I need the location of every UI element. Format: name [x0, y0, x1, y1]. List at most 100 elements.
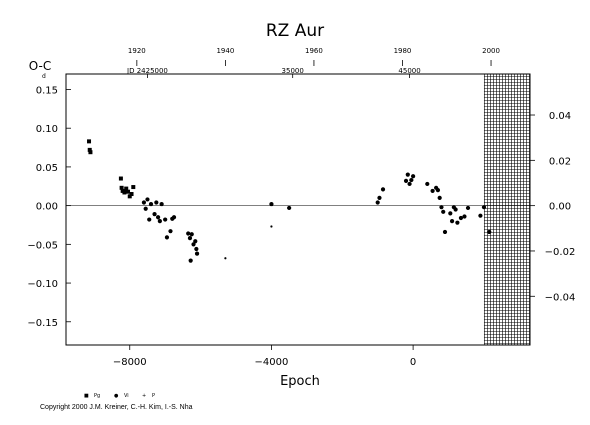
data-point-vi: [152, 212, 157, 217]
data-point-vi: [411, 174, 416, 179]
y-tick-label: −0.15: [27, 318, 58, 329]
data-point-vi: [141, 200, 147, 205]
data-point-pg: [122, 190, 127, 195]
x-tick-label: 0: [410, 357, 416, 368]
plot-frame: [65, 73, 531, 346]
data-point-vi: [145, 197, 150, 202]
legend: ■ Pg ● Vi + P: [84, 393, 155, 399]
data-point-pg: [119, 185, 124, 190]
copyright-notice: Copyright 2000 J.M. Kreiner, C.-H. Kim, …: [40, 404, 193, 411]
data-point-vi: [458, 215, 464, 221]
year-tick-label: 1920: [128, 47, 146, 55]
x-tick-label: −8000: [113, 357, 147, 368]
data-point-pg: [87, 147, 92, 152]
year-tick-label: 2000: [482, 47, 500, 55]
data-point-vi: [435, 188, 441, 193]
data-point-vi: [442, 229, 448, 235]
x-tick-label: −4000: [255, 357, 289, 368]
y-tick-label: −0.05: [27, 240, 58, 251]
right-y-tick-label: −0.02: [545, 247, 576, 258]
data-point-vi: [155, 215, 161, 220]
data-point-vi: [194, 246, 199, 252]
data-point-vi: [159, 201, 164, 207]
y-tick-label: 0.15: [36, 85, 58, 96]
data-point-vi: [448, 211, 453, 216]
data-point-vi: [425, 181, 430, 187]
jd-tick-label: JD 2425000: [126, 67, 168, 75]
data-point-vi: [287, 205, 292, 211]
data-point-pg: [125, 189, 130, 194]
y-axis-label: O-C: [29, 59, 52, 73]
data-point-vi: [462, 214, 467, 219]
data-point-vi: [189, 232, 194, 237]
data-point-vi: [157, 219, 162, 224]
year-tick-label: 1960: [305, 47, 323, 55]
data-point-vi: [375, 200, 380, 205]
chart-title: RZ Aur: [266, 21, 324, 41]
data-point-vi: [481, 205, 487, 210]
data-point-vi: [171, 215, 177, 220]
data-point-vi: [191, 242, 196, 247]
x-axis-label: Epoch: [280, 374, 320, 389]
legend-label: Vi: [124, 393, 129, 399]
data-point-vi: [143, 206, 148, 211]
data-point-vi: [441, 209, 446, 214]
data-point-vi: [403, 178, 409, 183]
data-point-vi: [478, 213, 483, 218]
data-point-vi: [193, 239, 198, 244]
right-y-tick-label: 0.04: [549, 111, 571, 122]
data-point-vi: [455, 220, 460, 225]
y-tick-label: 0.05: [36, 163, 58, 174]
right-y-tick-label: 0.00: [549, 202, 571, 213]
jd-tick-label: 35000: [282, 67, 304, 75]
data-point-vi: [186, 231, 191, 236]
data-point-vi: [487, 229, 492, 235]
data-point-vi: [437, 195, 442, 200]
year-tick-label: 1980: [394, 47, 412, 55]
data-point-vi: [164, 235, 170, 240]
data-point-vi: [194, 251, 200, 256]
hatched-region: [483, 74, 530, 345]
data-point-vi: [430, 188, 435, 194]
year-tick-label: 1940: [216, 47, 234, 55]
y-tick-label: −0.10: [27, 279, 58, 290]
data-point-vi: [405, 172, 410, 177]
y-unit-mark: d: [42, 73, 46, 80]
data-point-vi: [465, 205, 471, 211]
data-point-vi: [453, 207, 458, 212]
legend-symbol: ■: [84, 393, 89, 399]
data-point-p: [224, 257, 227, 260]
data-point-pg: [124, 186, 129, 191]
data-point-pg: [118, 176, 123, 181]
legend-symbol: ●: [114, 393, 119, 399]
data-point-vi: [154, 200, 159, 205]
y-tick-label: 0.10: [36, 124, 58, 135]
right-y-tick-label: −0.04: [545, 292, 576, 303]
data-point-pg: [129, 192, 134, 197]
data-point-vi: [449, 219, 455, 224]
data-point-pg: [88, 150, 93, 155]
data-point-vi: [148, 201, 154, 207]
data-point-vi: [269, 201, 274, 207]
y-tick-label: 0.00: [36, 202, 58, 213]
data-point-vi: [439, 205, 444, 210]
data-point-vi: [163, 217, 168, 222]
data-point-vi: [188, 258, 193, 263]
data-point-pg: [87, 139, 92, 144]
right-y-tick-label: 0.02: [549, 156, 571, 167]
data-point-pg: [131, 185, 136, 190]
jd-tick-label: 45000: [398, 67, 420, 75]
data-point-vi: [147, 217, 152, 222]
legend-symbol: +: [142, 393, 146, 399]
data-point-vi: [168, 229, 173, 234]
data-point-vi: [407, 181, 412, 187]
data-point-pg: [127, 194, 132, 199]
legend-label: P: [152, 393, 155, 399]
legend-label: Pg: [94, 393, 100, 399]
data-point-vi: [380, 187, 386, 192]
data-point-p: [270, 225, 273, 228]
data-point-vi: [409, 177, 414, 183]
data-point-vi: [377, 195, 382, 200]
data-point-vi: [187, 236, 193, 241]
